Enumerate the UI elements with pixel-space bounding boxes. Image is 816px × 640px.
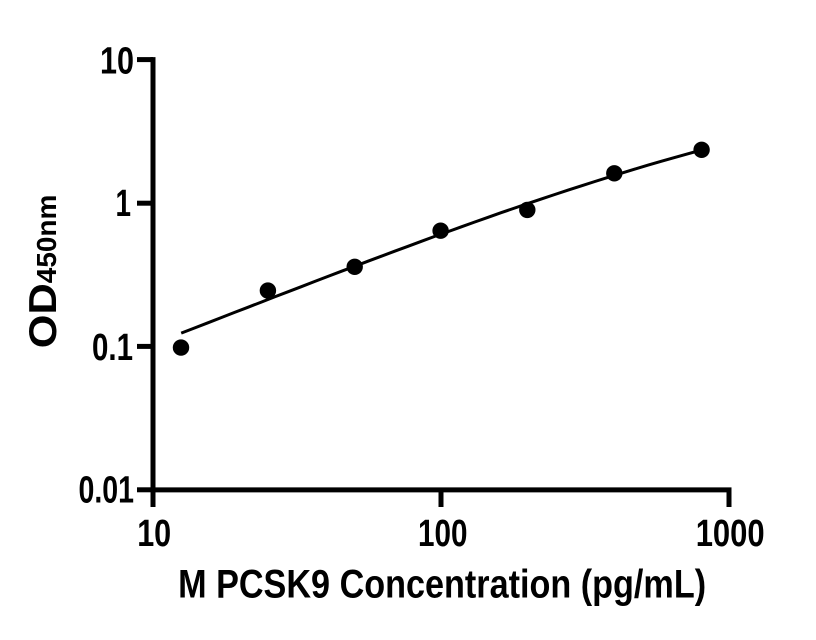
svg-text:1000: 1000 [696, 513, 765, 555]
svg-text:0.1: 0.1 [92, 327, 133, 369]
svg-text:10: 10 [100, 41, 134, 83]
svg-text:1: 1 [116, 183, 132, 225]
svg-text:0.01: 0.01 [79, 470, 135, 512]
svg-text:M PCSK9 Concentration (pg/mL): M PCSK9 Concentration (pg/mL) [178, 563, 706, 607]
svg-text:10: 10 [137, 513, 171, 555]
svg-text:OD450nm: OD450nm [22, 195, 65, 349]
svg-text:100: 100 [418, 513, 468, 555]
